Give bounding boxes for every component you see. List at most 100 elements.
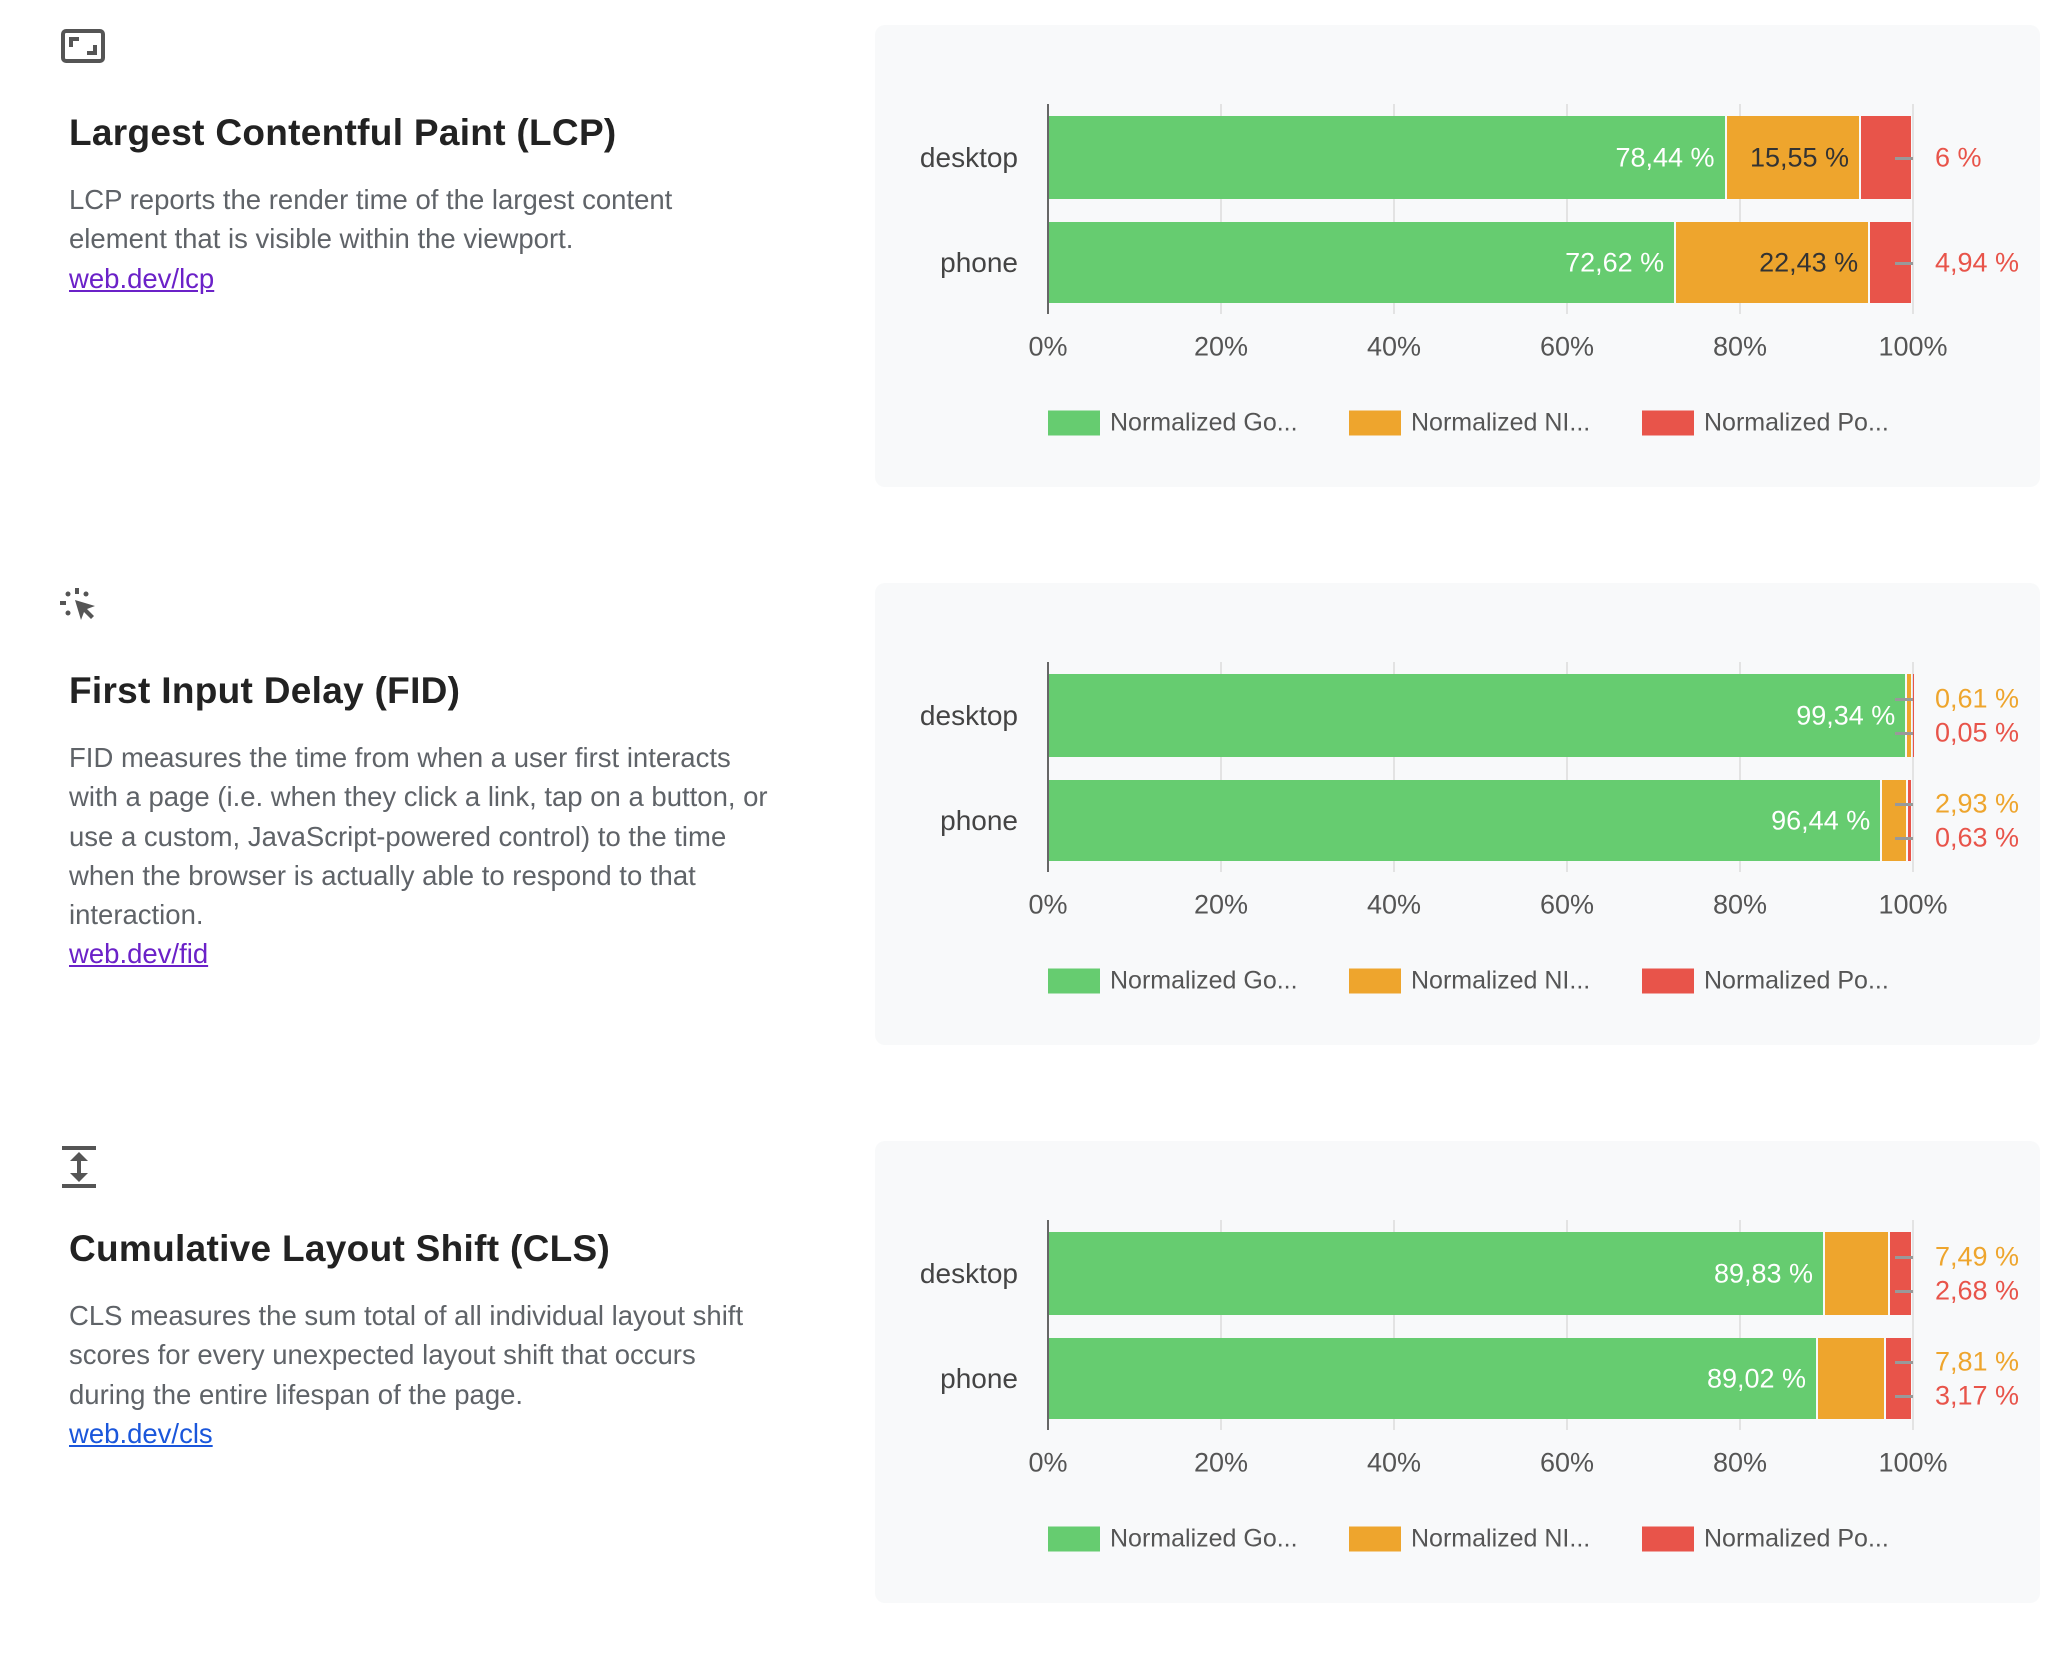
description-text: CLS measures the sum total of all indivi… (69, 1300, 744, 1410)
legend-swatch (1642, 1526, 1694, 1552)
x-tick-label: 100% (1878, 1447, 1948, 1478)
data-label: 4,94 % (1935, 247, 2020, 277)
label-connector (1895, 731, 1913, 735)
x-tick-label: 60% (1539, 889, 1595, 920)
x-tick-label: 0% (1028, 331, 1068, 362)
vertical-resize-icon (60, 1144, 108, 1192)
bar-segment (1048, 674, 1906, 757)
y-axis-line (1047, 1220, 1049, 1430)
bar-segment (1726, 116, 1859, 199)
legend-label: Normalized Po... (1704, 408, 1889, 437)
legend-label: Normalized NI... (1411, 1524, 1591, 1553)
data-label: 72,62 % (1565, 247, 1665, 277)
gridline (1566, 662, 1568, 872)
gridline (1220, 1220, 1222, 1430)
x-tick-label: 20% (1193, 1447, 1249, 1478)
bar-segment (1818, 1338, 1884, 1419)
metric-link[interactable]: web.dev/cls (69, 1417, 213, 1449)
gridline (1912, 662, 1914, 872)
legend-swatch (1642, 410, 1694, 436)
gridline (1912, 104, 1914, 314)
legend-item[interactable]: Normalized Go... (1048, 1525, 1298, 1554)
gridline (1393, 1220, 1395, 1430)
metric-description: FID measures the time from when a user f… (69, 738, 769, 974)
legend-swatch (1349, 1526, 1401, 1552)
y-axis-line (1047, 662, 1049, 872)
bar-segment (1048, 222, 1675, 303)
label-connector (1895, 1255, 1913, 1259)
bar-segment (1882, 780, 1906, 861)
legend-label: Normalized NI... (1411, 966, 1591, 995)
x-tick-label: 20% (1193, 331, 1249, 362)
label-connector (1895, 1289, 1913, 1293)
chart-panel: 0% 20% 40% 60% 80% 100% desktop 78,44 % 15,55 % 6… (875, 25, 2040, 487)
data-label: 0,61 % (1935, 683, 2020, 713)
x-tick-label: 40% (1366, 331, 1422, 362)
category-label: phone (940, 246, 1018, 278)
metric-title: First Input Delay (FID) (69, 670, 461, 711)
stacked-bar-chart: 0% 20% 40% 60% 80% 100% desktop 89,83 % 7,49 % 2,… (875, 1141, 2040, 1603)
data-label: 78,44 % (1615, 142, 1715, 172)
x-tick-label: 100% (1878, 331, 1948, 362)
gridline (1566, 104, 1568, 314)
chart-panel: 0% 20% 40% 60% 80% 100% desktop 89,83 % 7,49 % 2,… (875, 1141, 2040, 1603)
legend-label: Normalized Po... (1704, 1524, 1889, 1553)
category-label: desktop (919, 141, 1018, 173)
stacked-bar-chart: 0% 20% 40% 60% 80% 100% desktop 99,34 % 0,61 % 0,… (875, 583, 2040, 1045)
legend-swatch (1048, 1526, 1100, 1552)
gridline (1393, 104, 1395, 314)
x-tick-label: 40% (1366, 1447, 1422, 1478)
category-label: desktop (919, 699, 1018, 731)
bar-segment (1048, 116, 1725, 199)
bar-segment (1048, 1232, 1824, 1315)
category-label: phone (940, 804, 1018, 836)
label-connector (1895, 156, 1913, 160)
legend-label: Normalized Go... (1110, 1524, 1298, 1553)
bar-segment (1048, 780, 1881, 861)
x-tick-label: 80% (1712, 889, 1768, 920)
gridline (1912, 1220, 1914, 1430)
legend-item[interactable]: Normalized Go... (1048, 967, 1298, 996)
legend-item[interactable]: Normalized Go... (1048, 409, 1298, 438)
legend-item[interactable]: Normalized Po... (1642, 967, 1889, 996)
legend-swatch (1048, 968, 1100, 994)
data-label: 99,34 % (1796, 700, 1896, 730)
data-label: 2,93 % (1935, 788, 2020, 818)
legend-item[interactable]: Normalized NI... (1349, 1525, 1590, 1554)
description-text: FID measures the time from when a user f… (69, 742, 768, 931)
x-tick-label: 60% (1539, 331, 1595, 362)
x-tick-label: 40% (1366, 889, 1422, 920)
label-connector (1895, 802, 1913, 806)
metric-link[interactable]: web.dev/lcp (69, 262, 215, 294)
metric-section: Cumulative Layout Shift (CLS) CLS measur… (0, 1116, 2070, 1674)
x-tick-label: 80% (1712, 1447, 1768, 1478)
bar-segment (1048, 1338, 1817, 1419)
y-axis-line (1047, 104, 1049, 314)
data-label: 7,49 % (1935, 1241, 2020, 1271)
label-connector (1895, 261, 1913, 265)
x-tick-label: 0% (1028, 889, 1068, 920)
gridline (1393, 662, 1395, 872)
metric-title: Largest Contentful Paint (LCP) (69, 112, 617, 153)
bar-segment (1825, 1232, 1888, 1315)
x-tick-label: 0% (1028, 1447, 1068, 1478)
legend-item[interactable]: Normalized Po... (1642, 1525, 1889, 1554)
metric-section: Largest Contentful Paint (LCP) LCP repor… (0, 0, 2070, 558)
legend-label: Normalized Po... (1704, 966, 1889, 995)
category-label: phone (940, 1362, 1018, 1394)
metric-title: Cumulative Layout Shift (CLS) (69, 1228, 611, 1269)
data-label: 0,63 % (1935, 822, 2020, 852)
gridline (1220, 104, 1222, 314)
legend-label: Normalized Go... (1110, 966, 1298, 995)
data-label: 7,81 % (1935, 1346, 2020, 1376)
label-connector (1895, 1394, 1913, 1398)
data-label: 22,43 % (1759, 247, 1859, 277)
legend-swatch (1048, 410, 1100, 436)
legend-item[interactable]: Normalized NI... (1349, 409, 1590, 438)
legend-item[interactable]: Normalized Po... (1642, 409, 1889, 438)
legend-swatch (1642, 968, 1694, 994)
legend-item[interactable]: Normalized NI... (1349, 967, 1590, 996)
bar-segment (1907, 674, 1911, 757)
metric-link[interactable]: web.dev/fid (69, 938, 209, 970)
data-label: 3,17 % (1935, 1380, 2020, 1410)
